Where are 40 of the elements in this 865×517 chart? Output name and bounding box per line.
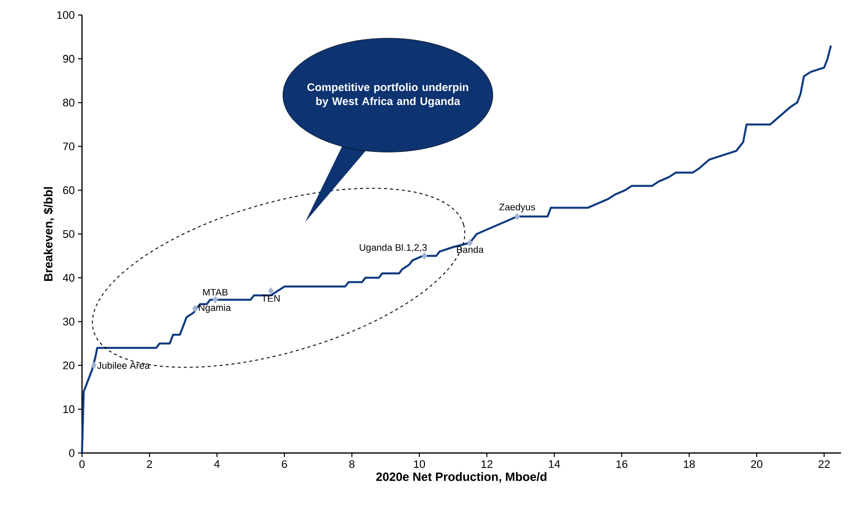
point	[514, 212, 520, 220]
y-tick-label: 0	[69, 449, 74, 457]
point	[212, 296, 218, 304]
annotation: Zaedyus	[499, 203, 536, 212]
y-tick-label: 30	[62, 318, 74, 326]
x-tick-label: 10	[414, 460, 426, 468]
annotation: Ngamia	[198, 304, 231, 313]
y-tick-label: 10	[63, 405, 74, 414]
x-tick-label: 12	[482, 460, 492, 468]
x-tick-label: 16	[616, 460, 628, 468]
y-tick-label: 80	[63, 98, 74, 106]
y-tick-label: 90	[63, 54, 74, 63]
y-tick-label: 20	[63, 362, 74, 370]
point	[90, 362, 97, 370]
point	[192, 304, 198, 312]
x-tick-label: 22	[818, 460, 830, 468]
x-tick-label: 18	[684, 460, 695, 468]
x-tick-label: 4	[214, 460, 220, 468]
x-tick-label: 0	[79, 460, 85, 468]
y-tick-label: 70	[63, 142, 74, 150]
y-tick-label: 50	[63, 230, 74, 238]
y-axis-title: Breakeven, $/bbl	[43, 187, 54, 281]
x-axis-title: 2020e Net Production, Mboe/d	[376, 472, 546, 483]
y-tick-label: 100	[57, 11, 74, 19]
point	[467, 239, 473, 246]
x-tick-label: 2	[146, 460, 152, 468]
y-tick-label: 40	[62, 274, 74, 282]
x-tick-label: 20	[751, 460, 762, 468]
annotation: Competitive portfolio underpin by West Africa and Uganda	[307, 83, 468, 108]
point	[268, 287, 274, 295]
annotation: TEN	[262, 295, 280, 302]
annotation: Uganda Bl.1,2,3	[360, 244, 427, 253]
annotation: Banda	[456, 246, 484, 253]
annotation: Jubilee Area	[97, 362, 150, 369]
x-tick-label: 8	[349, 460, 354, 468]
annotation: MTAB	[203, 288, 228, 296]
x-tick-label: 6	[282, 460, 287, 468]
point	[422, 252, 428, 260]
x-tick-label: 14	[549, 460, 560, 468]
y-tick-label: 60	[63, 186, 74, 194]
